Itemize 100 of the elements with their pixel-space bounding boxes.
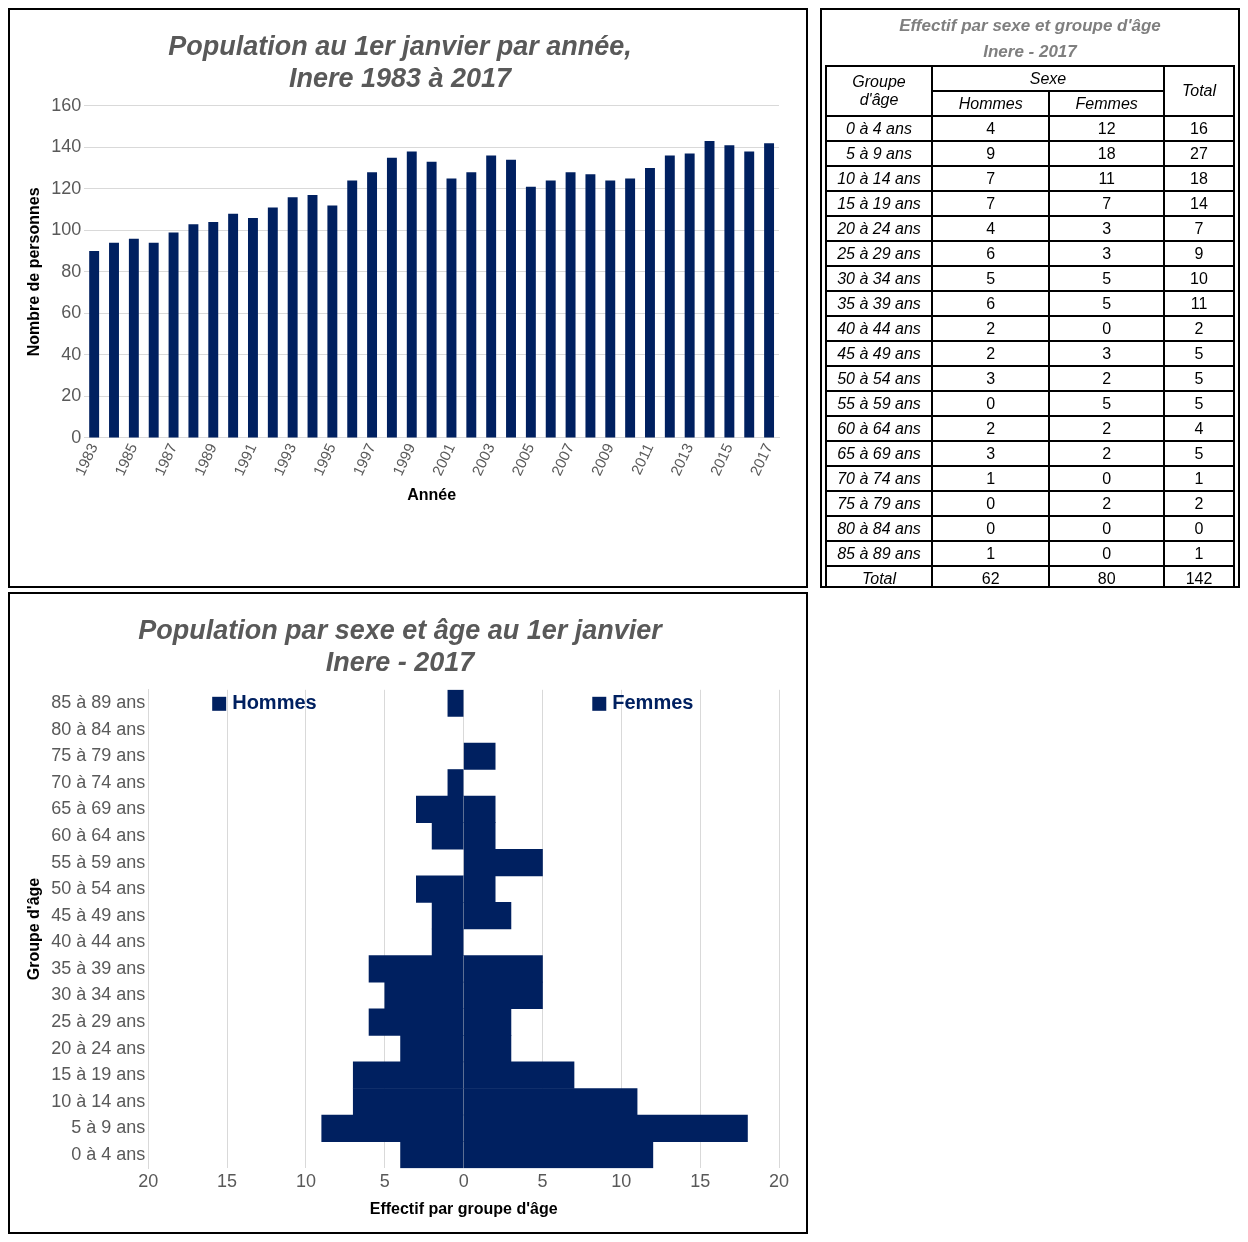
- data-label: 3: [1049, 341, 1165, 366]
- bar: [764, 143, 775, 438]
- bar: [228, 213, 239, 438]
- y-tick-label: 60: [61, 302, 82, 323]
- data-label: 3: [932, 441, 1050, 466]
- x-tick-label: 0: [458, 1170, 469, 1191]
- x-tick-label: 1993: [269, 440, 300, 479]
- y-tick-label: 160: [51, 94, 82, 115]
- bar: [645, 168, 655, 438]
- x-tick-label: 1989: [190, 440, 220, 479]
- x-tick-label: 5: [379, 1170, 390, 1191]
- y-tick-label: 20: [61, 385, 82, 406]
- data-label: 18: [1164, 166, 1234, 191]
- category-label: 25 à 29 ans: [826, 241, 932, 266]
- data-label: 5: [1164, 366, 1234, 391]
- text: Femmes: [1049, 91, 1165, 116]
- data-label: 7: [932, 191, 1050, 216]
- y-tick-label: 0 à 4 ans: [71, 1143, 146, 1164]
- data-label: 3: [1049, 241, 1165, 266]
- y-tick-label: 140: [51, 136, 82, 157]
- data-label: 5: [932, 266, 1050, 291]
- bar: [248, 217, 258, 438]
- bar: [168, 232, 179, 438]
- x-tick-label: 1995: [309, 440, 339, 479]
- legend-label: Femmes: [612, 691, 694, 714]
- x-axis-title: Année: [407, 485, 457, 503]
- data-label: 3: [932, 366, 1050, 391]
- x-tick-label: 5: [537, 1170, 548, 1191]
- y-tick-label: 120: [51, 177, 82, 198]
- data-label: 27: [1164, 141, 1234, 166]
- x-tick-label: 2001: [428, 440, 458, 479]
- y-tick-label: 10 à 14 ans: [51, 1090, 146, 1111]
- data-label: 4: [1164, 416, 1234, 441]
- data-label: 2: [932, 316, 1050, 341]
- bar: [447, 689, 464, 717]
- category-label: Total: [860, 568, 898, 588]
- bar: [267, 207, 278, 438]
- y-tick-label: 45 à 49 ans: [51, 904, 146, 925]
- bar: [625, 178, 636, 438]
- data-label: 62: [980, 568, 1001, 588]
- category-label: 50 à 54 ans: [826, 366, 932, 391]
- bar: [347, 180, 358, 438]
- data-label: 2: [1049, 366, 1165, 391]
- bar: [386, 157, 397, 438]
- data-label: 9: [932, 141, 1050, 166]
- x-tick-label: 1999: [388, 440, 419, 479]
- x-tick-label: 2011: [627, 440, 657, 478]
- data-label: 5: [1164, 391, 1234, 416]
- data-label: 4: [932, 216, 1050, 241]
- bar: [684, 153, 695, 438]
- y-tick-label: 50 à 54 ans: [51, 878, 146, 899]
- y-tick-label: 80: [61, 260, 82, 281]
- data-label: 6: [932, 291, 1050, 316]
- y-axis-title: Nombre de personnes: [25, 187, 43, 357]
- category-label: 5 à 9 ans: [826, 141, 932, 166]
- y-tick-label: 25 à 29 ans: [51, 1010, 146, 1031]
- data-label: 10: [1164, 266, 1234, 291]
- category-label: 65 à 69 ans: [826, 441, 932, 466]
- y-tick-label: 40: [61, 343, 82, 364]
- text: Hommes: [932, 91, 1050, 116]
- category-label: 20 à 24 ans: [826, 216, 932, 241]
- y-tick-label: 80 à 84 ans: [51, 718, 146, 739]
- data-label: 2: [1164, 491, 1234, 516]
- category-label: 60 à 64 ans: [826, 416, 932, 441]
- data-label: 1: [932, 466, 1050, 491]
- category-label: 0 à 4 ans: [826, 116, 932, 141]
- bar: [744, 151, 755, 438]
- x-tick-label: 2007: [547, 440, 578, 479]
- bar: [664, 155, 675, 438]
- y-tick-label: 85 à 89 ans: [51, 692, 146, 713]
- bar: [307, 195, 318, 438]
- x-tick-label: 1987: [150, 440, 181, 479]
- y-tick-label: 40 à 44 ans: [51, 931, 146, 952]
- bar: [148, 242, 159, 438]
- y-tick-label: 0: [71, 426, 82, 447]
- x-tick-label: 1985: [110, 440, 141, 479]
- bar: [406, 151, 417, 438]
- bar: [188, 224, 199, 438]
- x-tick-label: 1997: [349, 440, 379, 479]
- bar: [109, 242, 119, 438]
- data-label: 11: [1164, 291, 1234, 316]
- data-label: 7: [932, 166, 1050, 191]
- bar: [466, 172, 477, 438]
- x-axis-title: Effectif par groupe d'âge: [369, 1199, 558, 1217]
- x-tick-label: 2017: [746, 440, 776, 479]
- x-tick-label: 10: [611, 1170, 632, 1191]
- data-label: 16: [1164, 116, 1234, 141]
- data-label: 0: [932, 516, 1050, 541]
- text: Groupe d'âge: [826, 66, 932, 116]
- data-label: 1: [932, 541, 1050, 566]
- bar: [426, 161, 437, 438]
- y-tick-label: 60 à 64 ans: [51, 824, 146, 845]
- data-label: 7: [1049, 191, 1165, 216]
- chart-subtitle: Inere - 2017: [325, 647, 477, 678]
- y-tick-label: 70 à 74 ans: [51, 771, 146, 792]
- legend-title: Sexe: [932, 66, 1165, 91]
- y-tick-label: 30 à 34 ans: [51, 984, 146, 1005]
- chart-subtitle: Inere 1983 à 2017: [288, 63, 514, 94]
- data-label: 0: [932, 491, 1050, 516]
- data-label: 0: [1049, 516, 1165, 541]
